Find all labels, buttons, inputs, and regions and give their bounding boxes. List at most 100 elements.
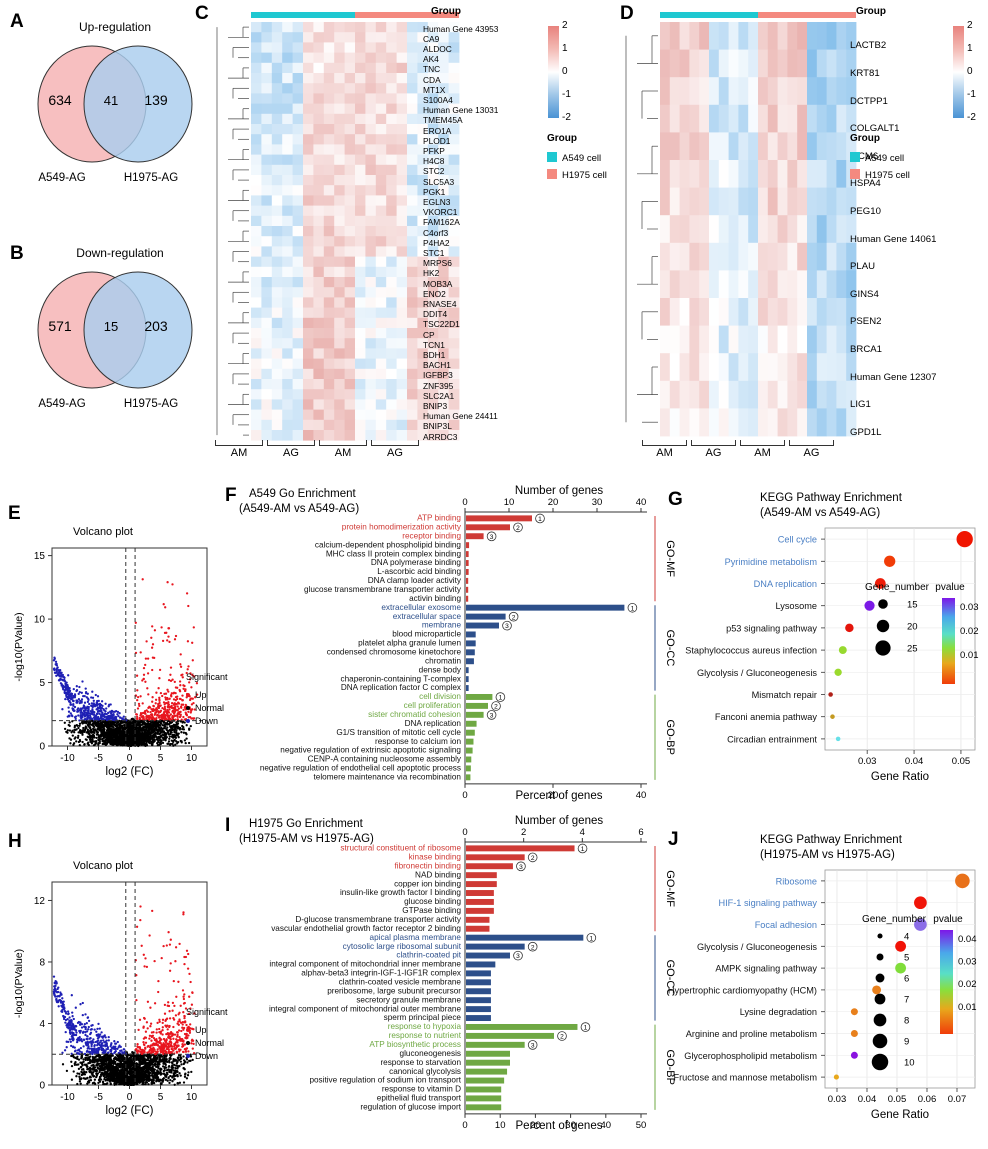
kegg-pathway-label: Glycolysis / Gluconeogenesis (697, 668, 817, 678)
gene-label: P4HA2 (423, 237, 450, 248)
svg-text:5: 5 (158, 753, 164, 764)
gene-label: STC2 (423, 166, 445, 177)
go-term-label: integral component of mitochondrial oute… (269, 1004, 462, 1013)
go-term-label: condensed chromosome kinetochore (327, 647, 462, 656)
column-group: AM (215, 440, 263, 459)
go-term-label: DNA replication (405, 719, 462, 728)
go-term-label: clathrin-coated vesicle membrane (339, 977, 462, 986)
group-bracket (642, 440, 687, 446)
go-term-label: ATP binding (417, 514, 461, 523)
column-group-label: AM (754, 447, 771, 459)
legend-dot (186, 693, 190, 697)
gene-label: Human Gene 14061 (850, 233, 937, 245)
svg-text:10: 10 (504, 497, 515, 508)
kegg-pathway-label: Ribosome (776, 876, 817, 886)
go-term-label: cell proliferation (404, 701, 462, 710)
group-bracket (215, 440, 263, 446)
legend-dot (186, 706, 190, 710)
svg-text:40: 40 (636, 497, 647, 508)
scale-tick: 0 (967, 66, 973, 77)
panel-d-color-scale (953, 26, 964, 118)
panel-g-title-1: KEGG Pathway Enrichment (760, 492, 902, 504)
panel-j-title-2: (H1975-AM vs H1975-AG) (760, 849, 895, 861)
go-term-label: sperm principal piece (384, 1013, 462, 1022)
panel-b-title: Down-regulation (76, 246, 164, 260)
go-category-label: GO-MF (664, 540, 676, 577)
column-group: AG (267, 440, 315, 459)
kegg-pathway-label: Arginine and proline metabolism (686, 1029, 818, 1039)
go-category-label: GO-BP (664, 720, 676, 755)
go-term-label: NAD binding (415, 870, 461, 879)
gene-label: KRT81 (850, 67, 880, 79)
svg-text:15: 15 (907, 600, 918, 611)
go-term-label: DNA replication factor C complex (341, 683, 461, 692)
panel-j: J KEGG Pathway Enrichment (H1975-AM vs H… (660, 812, 988, 1149)
column-group: AM (740, 440, 785, 459)
svg-text:2: 2 (512, 614, 516, 621)
panel-b-letter: B (10, 243, 24, 264)
legend-dot (186, 1041, 190, 1045)
gene-label: PEG10 (850, 205, 881, 217)
panel-i: I H1975 Go Enrichment (H1975-AM vs H1975… (225, 812, 676, 1149)
gene-label: BNIP3L (423, 421, 452, 432)
gene-label: H4C8 (423, 156, 445, 167)
go-term-label: vascular endothelial growth factor recep… (271, 924, 461, 933)
svg-text:0: 0 (127, 753, 133, 764)
panel-c: C Group Human Gene 43953 CA9 ALDOC AK4 TNC CD… (195, 0, 665, 480)
legend-swatch (547, 152, 557, 162)
svg-text:2: 2 (494, 704, 498, 711)
go-term-label: receptor binding (402, 531, 461, 540)
legend-dot (186, 719, 190, 723)
scale-tick: 1 (967, 43, 973, 54)
legend-item: H1975 cell (850, 165, 910, 183)
gene-label: COLGALT1 (850, 123, 900, 135)
kegg-pathway-label: AMPK signaling pathway (715, 964, 817, 974)
go-term-label: extracellular space (393, 612, 462, 621)
legend-item: A549 cell (547, 148, 601, 166)
panel-f-title-1: A549 Go Enrichment (249, 488, 356, 500)
legend-swatch (850, 169, 860, 179)
scale-tick: -1 (562, 89, 571, 100)
gene-label: VKORC1 (423, 207, 458, 218)
gene-label: CDA (423, 74, 441, 85)
go-term-label: dense body (419, 665, 462, 674)
panel-a-left-label: A549-AG (38, 172, 86, 184)
panel-f-go-barchart: 0 10 20 30 40 0 20 40 ATP binding 1 protein homodi… (260, 497, 676, 801)
scale-tick: 1 (562, 43, 568, 54)
gene-label: RNASE4 (423, 299, 457, 309)
go-term-label: response to vitamin D (382, 1085, 461, 1094)
panel-d-legend-title: Group (850, 133, 880, 144)
gene-label: ENO2 (423, 288, 446, 299)
panel-a-venn (37, 45, 193, 163)
go-category-label: GO-CC (664, 630, 676, 667)
go-category-label: GO-BP (664, 1050, 676, 1085)
svg-text:40: 40 (636, 790, 647, 801)
go-term-label: D-glucose transmembrane transporter acti… (295, 915, 462, 924)
svg-text:20: 20 (548, 497, 559, 508)
go-term-label: DNA clamp loader activity (368, 576, 462, 585)
panel-b-right-label: H1975-AG (123, 398, 179, 410)
gene-label: PLAU (850, 261, 876, 273)
gene-label: ALDOC (423, 44, 452, 54)
column-group: AM (642, 440, 687, 459)
svg-text:10: 10 (186, 753, 198, 764)
gene-label: STC1 (423, 248, 445, 258)
kegg-pathway-label: Staphylococcus aureus infection (685, 646, 817, 656)
column-group-label: AG (705, 447, 722, 459)
legend-swatch (547, 169, 557, 179)
kegg-pathway-label: Glycerophospholipid metabolism (684, 1051, 817, 1061)
panel-b-right-count: 203 (144, 318, 168, 334)
scale-tick: 2 (967, 20, 973, 31)
svg-text:log2 (FC): log2 (FC) (106, 766, 154, 778)
svg-text:3: 3 (505, 623, 509, 630)
go-term-label: chaperonin-containing T-complex (341, 674, 461, 683)
go-term-label: preribosome, large subunit precursor (327, 986, 461, 995)
legend-item: A549 cell (850, 148, 904, 166)
gene-label: GPD1L (850, 426, 882, 438)
panel-e-letter: E (8, 503, 21, 524)
legend-label: Up (195, 1025, 207, 1035)
go-term-label: fibronectin binding (395, 861, 462, 870)
